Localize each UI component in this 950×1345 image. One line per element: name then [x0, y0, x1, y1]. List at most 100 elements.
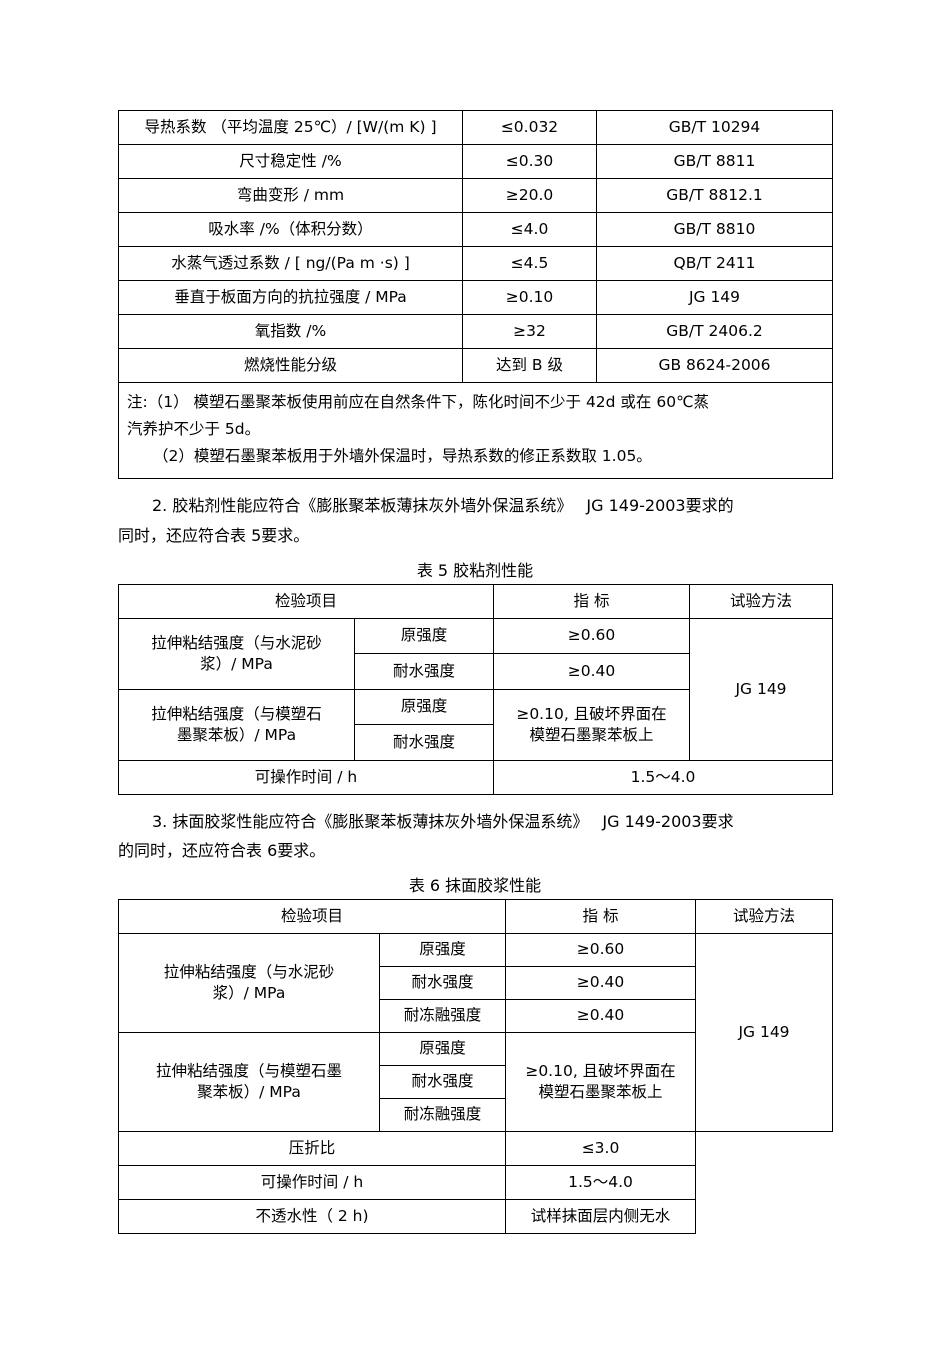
para2-text-part2: JG 149-2003要求的	[586, 496, 734, 516]
t4-notes-cell: 注:（1） 模塑石墨聚苯板使用前应在自然条件下，陈化时间不少于 42d 或在 6…	[118, 381, 833, 480]
table-row: 可操作时间 / h 1.5～4.0	[117, 1164, 833, 1200]
t4-item-7: 燃烧性能分级	[118, 348, 463, 383]
t6-g1-sub-1: 耐水强度	[378, 965, 507, 1000]
para3-text-line2: 的同时，还应符合表 6要求。	[118, 841, 326, 861]
t6-g1-val-1: ≥0.40	[505, 965, 697, 1000]
t4-index-4: ≤4.5	[462, 246, 597, 281]
t4-item-5: 垂直于板面方向的抗拉强度 / MPa	[118, 280, 463, 315]
t5-item-1-line2: 墨聚苯板）/ MPa	[176, 725, 297, 744]
table-row: 不透水性（ 2 h) 试样抹面层内侧无水	[117, 1198, 833, 1234]
t6-g2-sub-1: 耐水强度	[378, 1064, 507, 1099]
t4-item-6: 氧指数 /%	[118, 314, 463, 349]
t6-g2-val-line2: 模塑石墨聚苯板上	[538, 1082, 663, 1101]
t6-tail-item-0: 压折比	[117, 1130, 507, 1166]
paragraph-2: 2. 胶粘剂性能应符合《膨胀聚苯板薄抹灰外墙外保温系统》 JG 149-2003要…	[118, 491, 832, 550]
para3-number: 3.	[152, 811, 168, 831]
t4-index-2: ≥20.0	[462, 178, 597, 213]
para2-text-part1: 胶粘剂性能应符合《膨胀聚苯板薄抹灰外墙外保温系统》	[172, 496, 573, 516]
table-row: 拉伸粘结强度（与水泥砂 浆）/ MPa 原强度 ≥0.60 JG 149	[118, 617, 834, 761]
t4-item-2: 弯曲变形 / mm	[118, 178, 463, 213]
document-content: 导热系数 （平均温度 25℃）/ [W/(m K) ] ≤0.032 GB/T …	[117, 110, 834, 1234]
t4-method-0: GB/T 10294	[596, 110, 833, 145]
table-notes-row: 注:（1） 模塑石墨聚苯板使用前应在自然条件下，陈化时间不少于 42d 或在 6…	[118, 381, 833, 480]
t5-val-1-line2: 模塑石墨聚苯板上	[529, 725, 654, 744]
t4-note-line-1: 注:（1） 模塑石墨聚苯板使用前应在自然条件下，陈化时间不少于 42d 或在 6…	[127, 393, 709, 411]
t4-note-line-3: （2）模塑石墨聚苯板用于外墙外保温时，导热系数的修正系数取 1.05。	[153, 447, 652, 466]
table-row: 水蒸气透过系数 / [ ng/(Pa m ·s) ] ≤4.5 QB/T 241…	[118, 246, 833, 281]
t4-item-0: 导热系数 （平均温度 25℃）/ [W/(m K) ]	[118, 110, 463, 145]
t5-item-1: 拉伸粘结强度（与模塑石 墨聚苯板）/ MPa	[118, 688, 355, 761]
t6-tail-value-2: 试样抹面层内侧无水	[505, 1198, 697, 1234]
table-row: 垂直于板面方向的抗拉强度 / MPa ≥0.10 JG 149	[118, 280, 833, 315]
t5-val-0-1: ≥0.60	[493, 617, 691, 655]
t6-item-group2: 拉伸粘结强度（与模塑石墨 聚苯板）/ MPa	[118, 1031, 380, 1132]
table-row: 拉伸粘结强度（与水泥砂 浆）/ MPa 原强度 ≥0.60 JG 149	[118, 932, 834, 1132]
table-6-plaster-mortar-properties: 检验项目 指 标 试验方法 拉伸粘结强度（与水泥砂 浆）/ MPa 原强度 ≥0…	[117, 898, 834, 1234]
table-header-row: 检验项目 指 标 试验方法	[117, 583, 834, 619]
t5-val-0-2: ≥0.40	[493, 653, 691, 690]
table-6-caption: 表 6 抹面胶浆性能	[408, 875, 542, 895]
t4-item-4: 水蒸气透过系数 / [ ng/(Pa m ·s) ]	[118, 246, 463, 281]
t6-tail-value-0: ≤3.0	[505, 1130, 697, 1166]
t5-sub-0-1: 原强度	[353, 617, 495, 655]
t4-note-line-2: 汽养护不少于 5d。	[127, 420, 261, 439]
para2-number: 2.	[152, 496, 168, 516]
t6-item-group1-line1: 拉伸粘结强度（与水泥砂	[163, 962, 335, 981]
t6-item-group2-line2: 聚苯板）/ MPa	[197, 1082, 301, 1101]
table-row: 耐水强度 ≥0.40	[119, 965, 833, 1000]
t6-g1-val-0: ≥0.60	[505, 932, 697, 967]
t6-g1-sub-0: 原强度	[378, 932, 507, 967]
table-row: 吸水率 /%（体积分数） ≤4.0 GB/T 8810	[118, 212, 833, 247]
t6-header-index: 指 标	[505, 898, 697, 934]
t6-g2-sub-2: 耐冻融强度	[378, 1097, 507, 1132]
table-5-adhesive-properties: 检验项目 指 标 试验方法 拉伸粘结强度（与水泥砂 浆）/ MPa 原强度 ≥0…	[117, 583, 834, 795]
t5-sub-0-2: 耐水强度	[353, 653, 495, 690]
t6-tail-item-1: 可操作时间 / h	[117, 1164, 507, 1200]
table-5-caption: 表 5 胶粘剂性能	[416, 560, 534, 580]
t6-method-value: JG 149	[695, 932, 834, 1132]
table-row: 耐冻融强度 ≥0.40	[119, 998, 833, 1033]
table-4-material-properties: 导热系数 （平均温度 25℃）/ [W/(m K) ] ≤0.032 GB/T …	[118, 110, 833, 480]
table-row: 拉伸粘结强度（与模塑石墨 聚苯板）/ MPa 原强度 ≥0.10, 且破坏界面在…	[118, 1031, 833, 1132]
table-row: 弯曲变形 / mm ≥20.0 GB/T 8812.1	[118, 178, 833, 213]
t6-item-group2-line1: 拉伸粘结强度（与模塑石墨	[155, 1061, 342, 1080]
t6-g2-sub-0: 原强度	[378, 1031, 507, 1066]
t6-g2-val: ≥0.10, 且破坏界面在 模塑石墨聚苯板上	[505, 1031, 697, 1132]
t4-method-7: GB 8624-2006	[596, 348, 833, 383]
table-row: 氧指数 /% ≥32 GB/T 2406.2	[118, 314, 833, 349]
t5-item-1-line1: 拉伸粘结强度（与模塑石	[151, 704, 322, 723]
t5-header-item: 检验项目	[117, 583, 495, 619]
t6-g1-sub-2: 耐冻融强度	[378, 998, 507, 1033]
t4-method-4: QB/T 2411	[596, 246, 833, 281]
table-row: 可操作时间 / h 1.5～4.0	[117, 759, 834, 795]
t5-item-0: 拉伸粘结强度（与水泥砂 浆）/ MPa	[118, 617, 355, 690]
t5-sub-1-2: 耐水强度	[353, 724, 495, 761]
t5-last-item: 可操作时间 / h	[117, 759, 495, 795]
table-row: 导热系数 （平均温度 25℃）/ [W/(m K) ] ≤0.032 GB/T …	[118, 110, 833, 145]
t4-item-3: 吸水率 /%（体积分数）	[118, 212, 463, 247]
t4-index-1: ≤0.30	[462, 144, 597, 179]
table-row: 燃烧性能分级 达到 B 级 GB 8624-2006	[118, 348, 833, 383]
table-row: 尺寸稳定性 /% ≤0.30 GB/T 8811	[118, 144, 833, 179]
table-row: 压折比 ≤3.0	[117, 1130, 833, 1166]
t4-index-3: ≤4.0	[462, 212, 597, 247]
t5-last-value: 1.5～4.0	[493, 759, 834, 795]
t6-g2-val-line1: ≥0.10, 且破坏界面在	[525, 1061, 676, 1080]
t4-method-6: GB/T 2406.2	[596, 314, 833, 349]
t4-index-5: ≥0.10	[462, 280, 597, 315]
t4-method-3: GB/T 8810	[596, 212, 833, 247]
table-row: 耐水强度	[119, 724, 833, 761]
t6-item-group1: 拉伸粘结强度（与水泥砂 浆）/ MPa	[118, 932, 380, 1033]
t5-header-method: 试验方法	[689, 583, 834, 619]
t5-item-0-line1: 拉伸粘结强度（与水泥砂	[151, 633, 322, 652]
t5-header-index: 指 标	[493, 583, 691, 619]
t5-sub-1-1: 原强度	[353, 688, 495, 726]
table-row: 耐冻融强度	[119, 1097, 833, 1132]
t6-item-group1-line2: 浆）/ MPa	[212, 983, 286, 1002]
t5-item-0-line2: 浆）/ MPa	[200, 654, 273, 673]
t6-header-method: 试验方法	[695, 898, 834, 934]
paragraph-3: 3. 抹面胶浆性能应符合《膨胀聚苯板薄抹灰外墙外保温系统》 JG 149-2003…	[118, 807, 832, 866]
t6-tail-value-1: 1.5～4.0	[505, 1164, 697, 1200]
t4-index-0: ≤0.032	[462, 110, 597, 145]
